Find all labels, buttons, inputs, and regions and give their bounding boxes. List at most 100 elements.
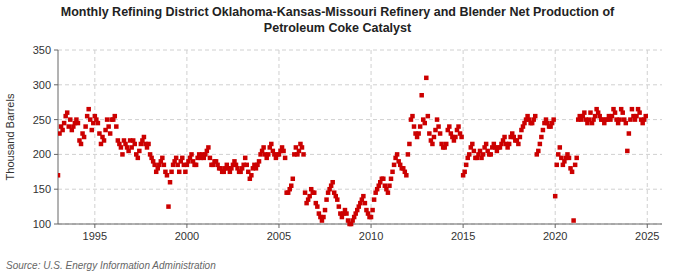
- point: [137, 149, 142, 154]
- point: [418, 124, 423, 129]
- grid-line-y: [58, 119, 662, 120]
- point: [183, 170, 188, 175]
- point: [390, 170, 395, 175]
- y-tick-label: 100: [33, 218, 51, 230]
- source-note: Source: U.S. Energy Information Administ…: [6, 260, 216, 271]
- point: [315, 204, 320, 209]
- point: [553, 194, 558, 199]
- point: [206, 145, 211, 150]
- point: [189, 152, 194, 157]
- x-tick: [186, 224, 187, 228]
- point: [106, 124, 111, 129]
- point: [436, 124, 441, 129]
- point: [243, 156, 248, 161]
- point: [177, 170, 182, 175]
- point: [303, 190, 308, 195]
- point: [533, 114, 538, 119]
- point: [90, 128, 95, 133]
- point: [516, 142, 521, 147]
- y-axis-label: Thousand Barrels: [4, 93, 16, 180]
- point: [539, 135, 544, 140]
- point: [620, 110, 625, 115]
- grid-line-x: [94, 50, 95, 224]
- point: [389, 177, 394, 182]
- point: [142, 135, 147, 140]
- point: [208, 156, 213, 161]
- point: [588, 110, 593, 115]
- point: [538, 142, 543, 147]
- point: [387, 183, 392, 188]
- point: [627, 131, 632, 136]
- point: [637, 110, 642, 115]
- point: [426, 114, 431, 119]
- point: [245, 163, 250, 168]
- grid-line-y: [58, 50, 662, 51]
- point: [82, 135, 87, 140]
- point: [369, 215, 374, 220]
- point: [427, 131, 432, 136]
- point: [136, 156, 141, 161]
- point: [432, 135, 437, 140]
- y-tick: [54, 154, 58, 155]
- grid-line-x: [186, 50, 187, 224]
- x-tick-label: 2025: [635, 230, 659, 242]
- point: [321, 215, 326, 220]
- point: [470, 142, 475, 147]
- point: [249, 173, 254, 178]
- point: [613, 110, 618, 115]
- point: [174, 156, 179, 161]
- point: [570, 170, 575, 175]
- grid-line-x: [647, 50, 648, 224]
- point: [407, 142, 412, 147]
- point: [438, 131, 443, 136]
- point: [571, 218, 576, 223]
- point: [76, 121, 81, 126]
- point: [261, 145, 266, 150]
- grid-line-x: [371, 50, 372, 224]
- point: [120, 152, 125, 157]
- point: [502, 135, 507, 140]
- grid-line-y: [58, 84, 662, 85]
- point: [169, 170, 174, 175]
- point: [86, 107, 91, 112]
- background: [0, 0, 675, 275]
- point: [643, 114, 648, 119]
- point: [324, 197, 329, 202]
- point: [406, 152, 411, 157]
- y-tick-label: 150: [33, 183, 51, 195]
- point: [464, 163, 469, 168]
- point: [300, 145, 305, 150]
- point: [484, 142, 489, 147]
- point: [58, 173, 60, 178]
- point: [165, 173, 170, 178]
- grid-line-y: [58, 189, 662, 190]
- point: [481, 152, 486, 157]
- x-tick-label: 2015: [451, 230, 475, 242]
- axes: 1995200020052010201520202025100150200250…: [33, 44, 662, 242]
- y-tick: [54, 119, 58, 120]
- point: [312, 190, 317, 195]
- point: [536, 149, 541, 154]
- point: [146, 142, 151, 147]
- point: [381, 177, 386, 182]
- point: [410, 114, 415, 119]
- point: [337, 204, 342, 209]
- x-tick: [94, 224, 95, 228]
- x-tick: [371, 224, 372, 228]
- point: [291, 177, 296, 182]
- y-tick: [54, 84, 58, 85]
- point: [102, 138, 107, 143]
- point: [344, 211, 349, 216]
- point: [541, 128, 546, 133]
- point: [430, 142, 435, 147]
- point: [363, 201, 368, 206]
- point: [180, 156, 185, 161]
- x-tick: [647, 224, 648, 228]
- point: [119, 145, 124, 150]
- y-tick-label: 250: [33, 114, 51, 126]
- point: [162, 163, 167, 168]
- title: Monthly Refining District Oklahoma-Kansa…: [61, 5, 615, 19]
- point: [558, 145, 563, 150]
- x-tick-label: 2000: [175, 230, 199, 242]
- point: [551, 117, 556, 122]
